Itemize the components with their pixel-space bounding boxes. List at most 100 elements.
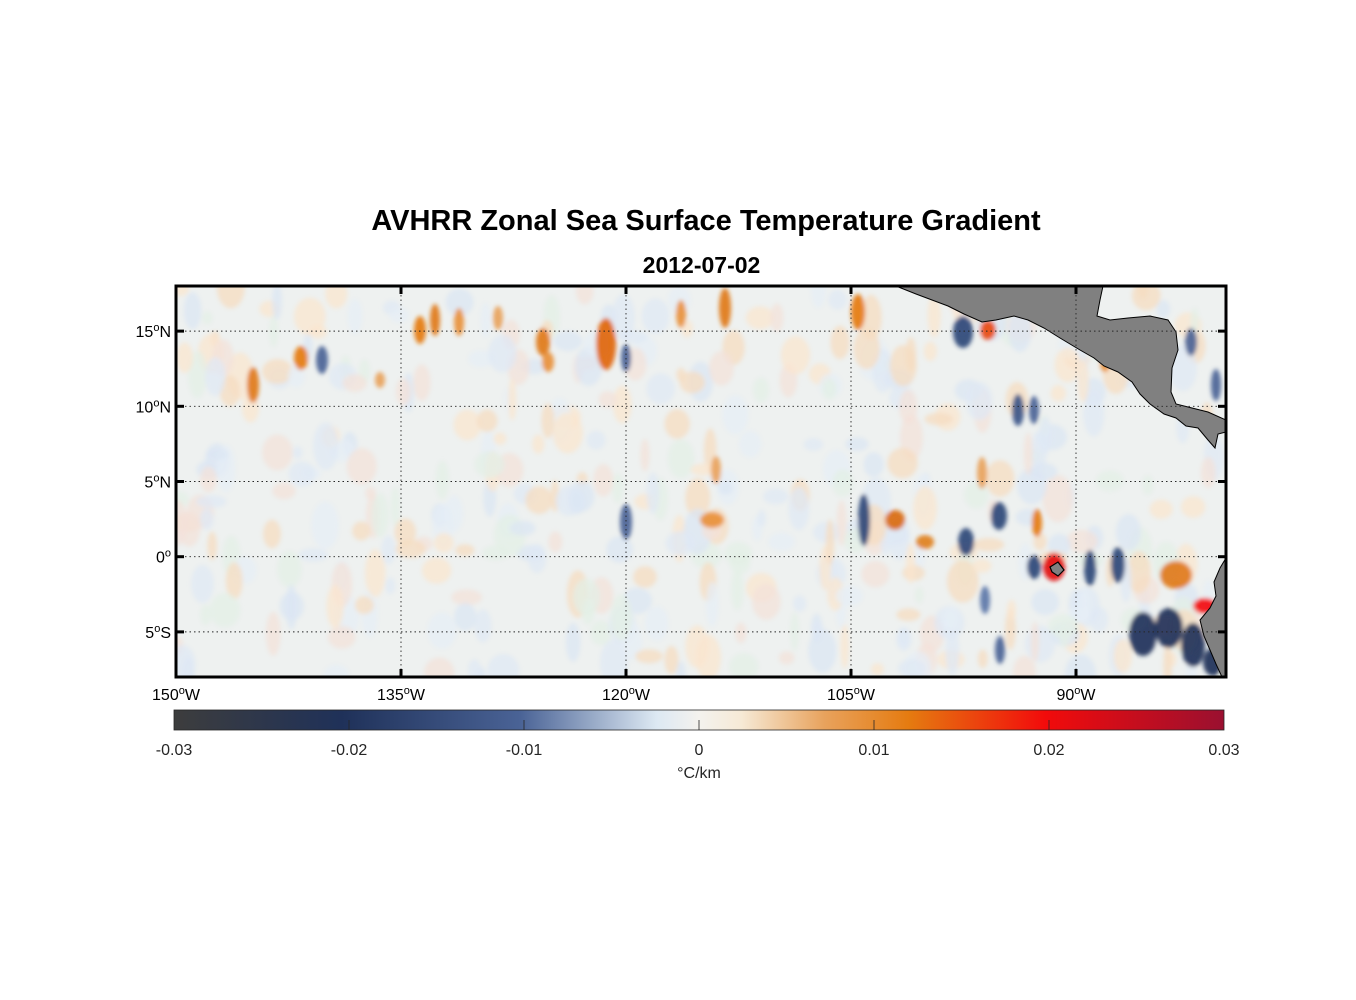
colorbar-tick-label: 0.03	[1208, 742, 1239, 759]
degree-symbol: o	[854, 685, 860, 697]
field-texture	[292, 446, 303, 459]
field-texture	[863, 452, 884, 477]
gradient-anomaly	[885, 510, 905, 530]
field-texture	[1031, 589, 1059, 615]
gradient-anomaly	[700, 512, 724, 528]
lat-label-value: 5	[145, 625, 154, 642]
field-texture	[793, 595, 807, 612]
field-texture	[216, 286, 245, 309]
field-texture	[176, 286, 190, 297]
field-texture	[277, 550, 302, 588]
field-texture	[945, 628, 960, 676]
gradient-anomaly	[1111, 547, 1125, 583]
field-texture	[365, 549, 386, 598]
longitude-labels: 150oW 135oW 120oW 105oW 90oW	[152, 685, 1096, 704]
gradient-anomaly	[1032, 509, 1042, 537]
field-texture	[575, 346, 603, 386]
field-texture	[298, 548, 329, 562]
field-texture	[924, 412, 954, 426]
field-texture	[269, 315, 279, 348]
field-texture	[825, 519, 835, 566]
degree-symbol: o	[165, 548, 171, 560]
field-texture	[598, 391, 617, 408]
field-texture	[183, 292, 202, 330]
field-texture	[1059, 623, 1070, 648]
field-texture	[1131, 286, 1161, 311]
field-texture	[262, 358, 293, 385]
lon-label: 90oW	[1056, 685, 1096, 704]
gradient-anomaly	[1027, 555, 1041, 579]
field-texture	[488, 334, 517, 373]
field-texture	[205, 357, 226, 396]
field-texture	[1013, 655, 1036, 677]
colorbar-tick-label: -0.02	[331, 742, 368, 759]
field-texture	[810, 286, 827, 308]
field-texture	[453, 409, 482, 441]
degree-symbol: o	[629, 685, 635, 697]
gradient-anomaly	[542, 352, 554, 372]
lat-label-value: 5	[144, 475, 153, 492]
field-texture	[640, 438, 650, 472]
field-texture	[1083, 390, 1105, 437]
field-texture	[509, 520, 536, 536]
lon-label-hemisphere: W	[860, 687, 876, 704]
field-texture	[272, 482, 296, 500]
field-texture	[830, 325, 850, 360]
field-texture	[685, 478, 711, 519]
south-america-land	[1199, 557, 1226, 677]
gradient-anomaly	[977, 457, 987, 489]
field-texture	[272, 286, 283, 320]
field-texture	[927, 292, 941, 338]
chart-title: AVHRR Zonal Sea Surface Temperature Grad…	[371, 205, 1041, 237]
field-texture	[942, 606, 960, 632]
field-texture	[757, 509, 766, 527]
lat-label-hemisphere: S	[160, 625, 171, 642]
galapagos-island	[1049, 561, 1065, 577]
degree-symbol: o	[154, 623, 160, 635]
field-texture	[835, 585, 863, 606]
field-texture	[468, 659, 482, 677]
field-texture	[474, 609, 492, 643]
colorbar-ticks: -0.03 -0.02 -0.01 0 0.01 0.02 0.03	[156, 720, 1240, 759]
field-texture	[1149, 499, 1173, 519]
field-texture	[279, 592, 304, 621]
degree-symbol: o	[179, 685, 185, 697]
lat-label: 0o	[156, 548, 171, 567]
field-texture	[836, 500, 847, 546]
gradient-anomaly	[1129, 612, 1157, 656]
field-texture	[347, 298, 363, 335]
gradient-anomaly	[493, 306, 503, 330]
gradient-anomaly	[247, 367, 259, 403]
field-texture	[612, 473, 624, 504]
field-texture	[196, 495, 227, 508]
field-texture	[808, 628, 837, 673]
field-texture	[861, 560, 890, 588]
field-texture	[508, 378, 517, 421]
field-texture	[606, 536, 634, 563]
field-texture	[738, 430, 762, 458]
central-america-land	[895, 286, 1226, 450]
field-texture	[454, 603, 477, 631]
lon-label-value: 135	[377, 687, 404, 704]
field-texture	[840, 624, 850, 669]
sst-field	[176, 286, 1226, 677]
field-texture	[422, 557, 452, 584]
field-texture	[1090, 606, 1108, 632]
field-texture	[548, 531, 563, 553]
field-texture	[553, 331, 583, 351]
field-texture	[187, 350, 207, 399]
degree-symbol: o	[153, 397, 159, 409]
field-texture	[1156, 300, 1171, 319]
field-texture	[1030, 621, 1040, 663]
lat-label: 15oN	[136, 322, 171, 341]
field-texture	[444, 495, 464, 532]
field-texture	[385, 577, 396, 594]
field-texture	[770, 303, 784, 332]
gradient-anomaly	[916, 535, 934, 549]
field-texture	[633, 566, 657, 588]
field-texture	[327, 626, 356, 649]
field-texture	[1163, 642, 1173, 677]
colorbar-unit: °C/km	[677, 765, 721, 782]
field-texture	[575, 286, 594, 305]
lon-label-hemisphere: W	[410, 687, 426, 704]
